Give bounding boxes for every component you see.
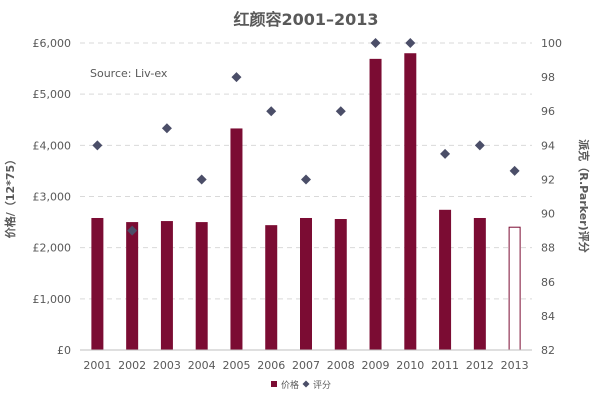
y-tick-label-right: 88 [541,242,555,255]
price-bar [265,225,278,350]
x-tick-label: 2002 [118,359,146,372]
score-point [370,38,381,48]
score-point [266,106,277,117]
legend: 价格 评分 [271,379,331,391]
legend-score-label: 评分 [313,380,331,391]
y-tick-label-right: 86 [541,276,555,289]
legend-price-label: 价格 [281,379,299,391]
price-bar [473,217,486,350]
y-axis-label-left: 价格/（12*75） [3,154,17,238]
price-bar [369,58,382,351]
y-tick-label-left: £2,000 [33,242,72,255]
score-points [92,38,520,236]
x-tick-label: 2005 [222,359,250,372]
legend-price-swatch [271,381,277,387]
score-point [335,106,346,117]
x-tick-label: 2007 [292,359,320,372]
price-bars [91,53,521,351]
price-bar [404,53,417,350]
y-tick-label-right: 82 [541,344,555,357]
x-tick-label: 2011 [431,359,459,372]
x-tick-label: 2004 [188,359,216,372]
y-axis-label-right: 派克（R.Parker)评分 [577,139,591,252]
y-tick-label-right: 84 [541,310,555,323]
x-tick-label: 2010 [396,359,424,372]
x-tick-label: 2006 [257,359,285,372]
price-bar [126,222,139,350]
y-tick-label-right: 100 [541,37,562,50]
score-point [301,174,311,185]
x-tick-label: 2008 [327,359,355,372]
y-tick-label-right: 96 [541,105,555,118]
y-tick-label-left: £1,000 [33,293,72,306]
left-y-tick-labels: £0 £1,000 £2,000 £3,000 £4,000 £5,000 £6,000 [33,37,72,357]
y-tick-label-right: 92 [541,173,555,186]
price-bar [160,221,173,350]
price-bar [508,226,521,351]
y-tick-label-left: £4,000 [33,139,72,152]
x-tick-label: 2012 [466,359,494,372]
y-tick-label-right: 90 [541,208,555,221]
score-point [440,148,451,159]
score-point [405,38,416,48]
x-tick-label: 2013 [501,359,529,372]
y-tick-label-left: £0 [57,344,71,357]
y-tick-label-left: £3,000 [33,191,72,204]
x-tick-labels: 2001 2002 2003 2004 2005 2006 2007 2008 2009 2010… [83,359,528,372]
y-tick-label-right: 94 [541,139,555,152]
source-note: Source: Liv-ex [90,67,168,80]
score-point [509,165,520,176]
right-y-tick-labels: 82 84 86 88 90 92 94 96 98 100 [541,37,562,357]
y-tick-label-left: £6,000 [33,37,72,50]
score-point [196,174,207,185]
score-point [127,225,138,236]
score-point [231,72,242,83]
x-tick-label: 2003 [153,359,181,372]
y-tick-label-left: £5,000 [33,88,72,101]
legend-score-marker [302,380,310,388]
chart-title: 红颜容2001–2013 [233,10,378,29]
score-point [92,140,103,151]
price-bar [230,128,243,350]
y-tick-label-right: 98 [541,71,555,84]
price-bar [334,219,347,350]
x-tick-label: 2009 [362,359,390,372]
score-point [161,123,172,134]
price-bar [195,222,208,350]
price-bar [439,209,452,350]
price-bar [91,217,104,350]
score-point [474,140,485,151]
price-bar [300,217,312,350]
x-tick-label: 2001 [83,359,111,372]
